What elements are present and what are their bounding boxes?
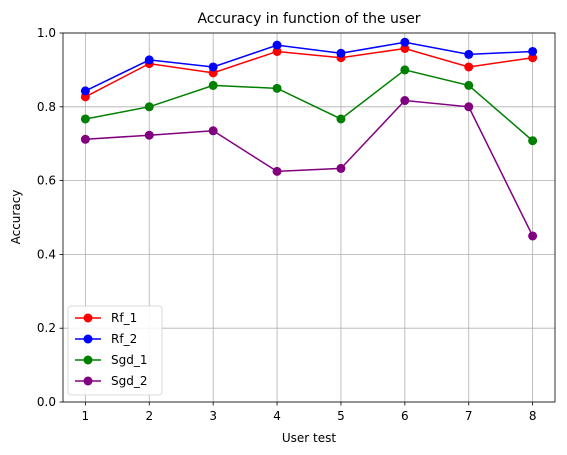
- legend-item: Sgd_2: [75, 374, 148, 388]
- data-point: [528, 46, 538, 56]
- legend-swatch-marker: [83, 355, 93, 365]
- legend-label: Rf_1: [111, 311, 137, 325]
- axes: 1 2 3 4 5 6 7 8 0.0 0.2 0.4 0.6 0.8 1.0: [37, 26, 556, 423]
- legend: Rf_1 Rf_2 Sgd_1 Sgd_2: [67, 305, 163, 396]
- legend-item: Rf_2: [75, 332, 137, 346]
- x-tick-label: 3: [209, 409, 217, 423]
- y-tick-label: 0.4: [37, 247, 56, 261]
- data-point: [272, 83, 282, 93]
- legend-swatch-marker: [83, 313, 93, 323]
- series-layer: [80, 37, 538, 241]
- data-point: [80, 134, 90, 144]
- x-tick-label: 1: [82, 409, 90, 423]
- data-point: [272, 166, 282, 176]
- chart-title: Accuracy in function of the user: [197, 11, 420, 27]
- data-point: [208, 126, 218, 136]
- y-axis-label: Accuracy: [9, 190, 23, 245]
- x-tick-label: 4: [273, 409, 281, 423]
- legend-box: [67, 305, 163, 396]
- y-tick-label: 0.6: [37, 174, 56, 188]
- data-point: [144, 55, 154, 65]
- y-tick-label: 1.0: [37, 26, 56, 40]
- data-point: [144, 102, 154, 112]
- data-point: [464, 80, 474, 90]
- legend-swatch-marker: [83, 334, 93, 344]
- x-tick-label: 8: [529, 409, 537, 423]
- series-line: [85, 99, 534, 237]
- data-point: [336, 48, 346, 58]
- data-point: [336, 114, 346, 124]
- legend-item: Sgd_1: [75, 353, 148, 367]
- data-point: [528, 136, 538, 146]
- data-point: [336, 163, 346, 173]
- data-point: [464, 102, 474, 112]
- data-point: [400, 43, 410, 53]
- legend-label: Sgd_1: [111, 353, 148, 367]
- x-tick-label: 5: [337, 409, 345, 423]
- y-tick-label: 0.8: [37, 100, 56, 114]
- y-tick-label: 0.2: [37, 321, 56, 335]
- x-tick-label: 7: [465, 409, 473, 423]
- series-sgd-2: [80, 96, 538, 241]
- data-point: [400, 65, 410, 75]
- data-point: [272, 46, 282, 56]
- data-point: [272, 40, 282, 50]
- data-point: [528, 231, 538, 241]
- x-tick-label: 6: [401, 409, 409, 423]
- data-point: [208, 62, 218, 72]
- legend-label: Rf_2: [111, 332, 137, 346]
- series-sgd-1: [80, 65, 538, 146]
- data-point: [80, 114, 90, 124]
- series-rf-2: [80, 37, 538, 96]
- series-line: [85, 41, 533, 92]
- data-point: [144, 130, 154, 140]
- y-tick-label: 0.0: [37, 395, 56, 409]
- legend-label: Sgd_2: [111, 374, 148, 388]
- legend-item: Rf_1: [75, 311, 137, 325]
- series-line: [85, 69, 534, 142]
- data-point: [400, 96, 410, 106]
- plot-frame: [62, 32, 556, 403]
- legend-swatch-marker: [83, 376, 93, 386]
- x-tick-label: 2: [145, 409, 153, 423]
- data-point: [528, 53, 538, 63]
- data-point: [80, 86, 90, 96]
- data-point: [464, 62, 474, 72]
- data-point: [400, 37, 410, 47]
- series-line: [85, 47, 533, 98]
- data-point: [464, 49, 474, 59]
- x-axis-label: User test: [282, 431, 337, 445]
- data-point: [208, 80, 218, 90]
